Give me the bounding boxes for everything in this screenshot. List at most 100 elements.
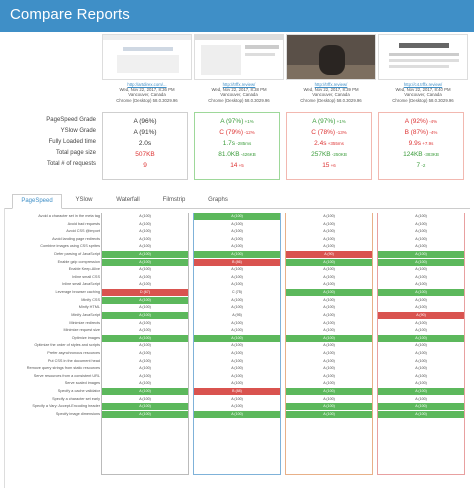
rule-label[interactable]: Avoid bad requests: [67, 221, 100, 226]
summary-column: A (97%) +1% C (79%) -12% 1.7s -285ms 81.0KB…: [194, 112, 280, 180]
summary-value: 2.4s +355ms: [287, 138, 371, 149]
rule-score-cell: B (88): [194, 388, 280, 396]
summary-delta: -4%: [428, 130, 438, 135]
summary-value-text: A (97%): [312, 118, 336, 125]
rule-score-cell: A (100): [194, 243, 280, 251]
summary-label: Fully Loaded time: [48, 139, 96, 145]
rule-score-cell: A (100): [286, 395, 372, 403]
tab-yslow[interactable]: YSlow: [75, 197, 93, 203]
rule-score-cell: A (100): [102, 228, 188, 236]
rule-label[interactable]: Minify JavaScript: [71, 312, 100, 317]
rule-score-cell: A (100): [378, 410, 464, 418]
rule-label[interactable]: Specify image dimensions: [55, 411, 100, 416]
report-thumbnails: http://artdirex.com/... Wed, Nov 22, 201…: [102, 34, 472, 114]
table-row: Prefer asynchronous resources A (100) A (1…: [0, 349, 474, 358]
rule-label[interactable]: Specify a character set early: [52, 396, 100, 401]
summary-value-text: A (92%): [404, 118, 428, 125]
rule-label[interactable]: Avoid landing page redirects: [52, 236, 100, 241]
rule-score-cell: A (100): [378, 258, 464, 266]
report-link[interactable]: http://trffx.review/: [222, 82, 256, 87]
table-row: Inline small CSS A (100) A (100) A (100) A (…: [0, 273, 474, 282]
summary-label: Total page size: [55, 150, 96, 156]
report-screenshot[interactable]: [286, 34, 376, 80]
summary-value: 507KB: [103, 149, 187, 160]
rule-label[interactable]: Avoid a character set in the meta tag: [38, 214, 100, 218]
table-row: Serve scaled images A (100) A (100) A (100)…: [0, 380, 474, 388]
rule-score-cell: A (100): [286, 220, 372, 228]
rule-score-cell: A (100): [194, 319, 280, 327]
rule-label[interactable]: Leverage browser caching: [55, 290, 100, 295]
summary-value: A (92%) -4%: [379, 116, 463, 127]
rule-score-cell: A (100): [286, 372, 372, 380]
report-card: http://artdirex.com/... Wed, Nov 22, 201…: [102, 34, 192, 103]
rule-score-cell: A (100): [102, 243, 188, 251]
report-link[interactable]: http://trffx.review/: [314, 82, 348, 87]
rule-score-cell: A (100): [102, 342, 188, 350]
rule-label[interactable]: Specify a Vary: Accept-Encoding header: [32, 404, 100, 409]
summary-delta: -12%: [243, 130, 255, 135]
rule-label[interactable]: Minimize request size: [63, 328, 100, 333]
rule-label[interactable]: Minify CSS: [81, 297, 100, 302]
table-row: Avoid landing page redirects A (100) A (10…: [0, 235, 474, 244]
tab-filmstrip[interactable]: Filmstrip: [162, 197, 186, 203]
rule-label[interactable]: Serve resources from a consistent URL: [33, 373, 100, 378]
rule-label[interactable]: Inline small JavaScript: [62, 282, 100, 287]
table-row: Serve resources from a consistent URL A (…: [0, 372, 474, 381]
rule-label[interactable]: Combine images using CSS sprites: [40, 244, 100, 249]
summary-label: YSlow Grade: [60, 128, 96, 134]
report-meta: http://trffx.review/ Wed, Nov 22, 2017, …: [286, 82, 376, 103]
summary-value: A (97%) +1%: [287, 116, 371, 127]
rule-score-cell: A (100): [286, 243, 372, 251]
rule-label[interactable]: Optimize the order of styles and scripts: [34, 343, 100, 348]
report-screenshot[interactable]: [102, 34, 192, 80]
rule-score-cell: A (95): [194, 311, 280, 319]
rule-score-cell: A (100): [378, 357, 464, 365]
table-row: Specify image dimensions A (100) A (100) A …: [0, 410, 474, 419]
rule-score-cell: A (100): [286, 311, 372, 319]
summary-value: 14 +5: [195, 160, 279, 171]
report-screenshot[interactable]: [378, 34, 468, 80]
rule-score-cell: A (100): [102, 365, 188, 373]
page-title: Compare Reports: [10, 6, 130, 23]
rule-score-cell: A (100): [378, 251, 464, 259]
rule-score-cell: A (100): [102, 357, 188, 365]
report-screenshot[interactable]: [194, 34, 284, 80]
rule-label[interactable]: Minify HTML: [78, 305, 100, 310]
summary-value: 124KB -383KB: [379, 149, 463, 160]
report-meta: http://artdirex.com/... Wed, Nov 22, 201…: [102, 82, 192, 103]
summary-value: 1.7s -285ms: [195, 138, 279, 149]
rule-score-cell: A (100): [102, 388, 188, 396]
summary-value-text: 1.7s: [222, 140, 236, 147]
summary-value-text: 2.4s: [314, 140, 327, 147]
summary-value: A (91%): [103, 127, 187, 138]
tab-pagespeed[interactable]: PageSpeed: [12, 194, 62, 209]
rule-score-cell: A (100): [194, 304, 280, 312]
rule-label[interactable]: Enable Keep-Alive: [68, 267, 100, 272]
summary-delta: -285ms: [235, 141, 252, 146]
rule-score-cell: D (67): [102, 289, 188, 297]
rule-label[interactable]: Prefer asynchronous resources: [47, 350, 100, 355]
report-tabs: PageSpeed YSlow Waterfall Filmstrip Grap…: [4, 194, 470, 209]
rule-score-cell: A (100): [194, 281, 280, 289]
rule-label[interactable]: Enable gzip compression: [57, 259, 100, 264]
rule-label[interactable]: Specify a cache validator: [57, 389, 100, 394]
rule-score-cell: A (100): [378, 228, 464, 236]
report-link[interactable]: http://artdirex.com/...: [127, 82, 167, 87]
tab-waterfall[interactable]: Waterfall: [116, 197, 140, 203]
rule-label[interactable]: Inline small CSS: [72, 274, 100, 279]
tab-graphs[interactable]: Graphs: [208, 197, 228, 203]
rule-label[interactable]: Put CSS in the document head: [47, 358, 100, 363]
pagespeed-rules-table: Avoid a character set in the meta tag A (…: [0, 213, 474, 418]
summary-value-text: 7: [416, 162, 421, 169]
rule-label[interactable]: Remove query strings from static resourc…: [26, 366, 100, 371]
report-location: Vancouver, Canada: [128, 92, 166, 98]
rule-score-cell: A (100): [102, 251, 188, 259]
rule-score-cell: C (75): [194, 289, 280, 297]
rule-label[interactable]: Serve scaled images: [64, 381, 100, 386]
rule-label[interactable]: Minimize redirects: [69, 320, 100, 325]
rule-label[interactable]: Defer parsing of JavaScript: [54, 252, 100, 257]
rule-label[interactable]: Avoid CSS @import: [66, 229, 100, 234]
report-link[interactable]: http://c4.trffx.review/: [403, 82, 443, 87]
rule-score-cell: A (100): [378, 273, 464, 281]
rule-label[interactable]: Optimize images: [71, 335, 100, 340]
